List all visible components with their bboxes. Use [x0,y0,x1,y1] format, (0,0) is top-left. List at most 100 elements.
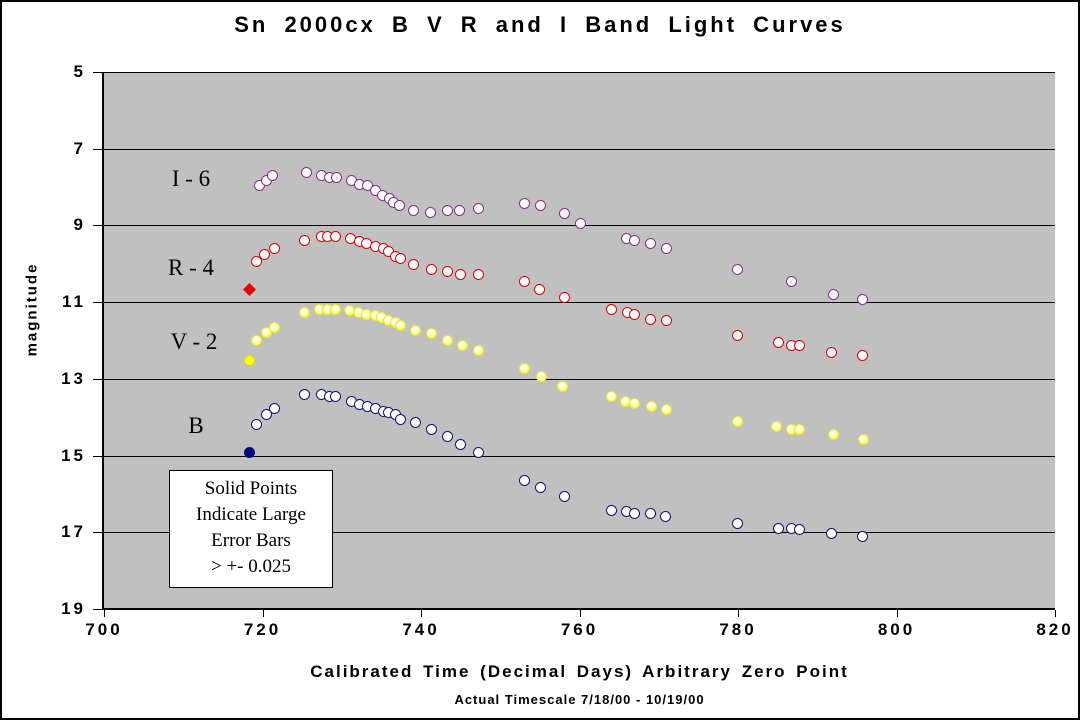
data-point-I [535,200,547,212]
data-point-I [731,263,743,275]
x-tick-mark [104,610,105,617]
data-point-V [556,380,568,392]
data-point-I [331,172,343,184]
x-tick-label: 820 [1036,620,1074,639]
data-point-B [558,491,570,503]
y-tick-mark [93,532,102,534]
data-point-R [259,249,271,261]
data-point-R [645,313,657,325]
y-tick-label: 17 [61,522,86,542]
series-label-V: V - 2 [170,329,218,354]
data-point-V [268,321,280,333]
data-point-B [425,423,437,435]
x-tick-mark [896,610,898,617]
y-tick-label: 5 [73,62,86,81]
x-tick-mark [421,610,422,617]
data-point-I [574,217,586,229]
data-point-I [786,275,798,287]
data-point-I [827,288,839,300]
data-point-R [661,315,673,327]
data-point-B [856,531,868,543]
x-axis-line [102,608,1055,610]
y-tick-label: 13 [61,368,86,388]
data-point-R [519,276,531,288]
gridline-15 [104,455,1055,457]
x-axis-title: Calibrated Time (Decimal Days) Arbitrary… [310,662,849,681]
series-label-B: B [188,413,204,438]
chart-title: Sn 2000cx B V R and I Band Light Curves [234,12,846,37]
gridline-17 [104,532,1055,534]
data-point-V [441,334,453,346]
y-tick-mark [93,148,102,150]
data-point-I [558,208,570,220]
x-tick-mark [738,610,739,617]
data-point-B [329,390,341,402]
x-tick-mark [1055,610,1056,617]
data-point-I [454,205,466,217]
data-point-B [731,518,743,530]
data-point-I [300,166,312,178]
gridline-13 [104,378,1055,380]
data-point-B [472,447,484,459]
data-point-I [267,170,279,182]
data-point-V [260,327,272,339]
gridline-5 [104,72,1055,73]
data-point-B [268,402,280,414]
data-point-I [645,238,657,250]
series-label-I: I - 6 [171,166,211,191]
data-point-B [645,508,657,520]
data-point-I [628,234,640,246]
data-point-V [793,423,805,435]
gridline-7 [104,148,1055,150]
data-point-R [629,308,641,320]
data-point-V [646,400,658,412]
note-line-1: Solid Points [204,478,298,499]
data-point-R [268,243,280,255]
x-tick-mark [262,610,264,617]
data-point-I [394,200,406,212]
data-point-R [793,339,805,351]
data-point-B [409,417,421,429]
y-tick-label: 9 [73,215,86,235]
x-tick-label: 740 [402,620,440,639]
data-point-R [408,259,420,271]
gridline-11 [104,302,1055,304]
y-tick-label: 19 [61,599,86,618]
y-tick-label: 7 [73,138,86,158]
data-point-B [605,504,617,516]
data-point-V-solid [243,355,255,367]
data-point-R [299,234,310,246]
data-point-B [772,523,784,535]
x-tick-label: 700 [85,620,123,639]
data-point-V [606,390,618,402]
x-tick-label: 800 [877,620,916,639]
data-point-R [250,256,262,268]
data-point-I [472,202,484,214]
data-point-V [472,344,484,356]
data-point-V [519,362,531,374]
data-point-I [661,243,673,255]
data-point-V [394,320,406,332]
data-point-R [425,264,437,276]
data-point-V [827,429,839,441]
data-point-V [329,304,341,316]
data-point-R [534,283,546,295]
x-axis-note: Actual Timescale 7/18/00 - 10/19/00 [454,692,705,707]
data-point-V [409,324,421,336]
data-point-B [260,409,272,421]
y-tick-label: 15 [61,445,86,465]
data-point-R [394,253,406,265]
data-point-R [455,269,467,281]
data-point-R [606,303,618,315]
data-point-B [535,482,547,494]
data-point-B [299,389,310,401]
data-point-I [408,204,420,216]
data-point-I [519,197,531,209]
data-point-V [456,339,468,351]
data-point-V [628,397,640,409]
data-point-V [731,415,743,427]
data-point-R [472,269,484,281]
series-label-R: R - 4 [168,255,214,280]
y-tick-mark [93,378,102,380]
data-point-B [793,524,805,536]
